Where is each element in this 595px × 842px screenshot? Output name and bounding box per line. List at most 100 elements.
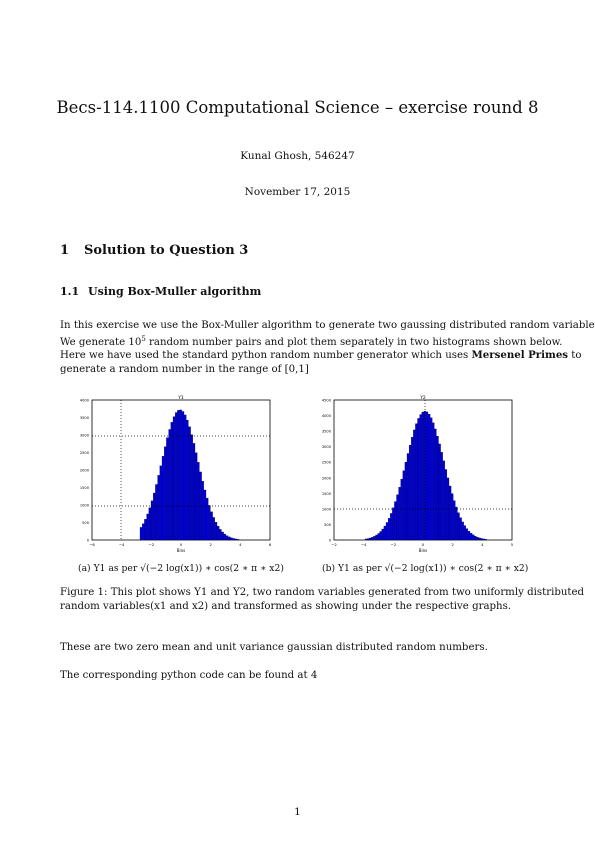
histogram-bar [190, 434, 193, 541]
histogram-bar [168, 429, 171, 541]
histogram-bar [225, 535, 229, 541]
histogram-bar [210, 511, 213, 541]
x-tick-label: 0 [422, 542, 425, 547]
intro-paragraph: In this exercise we use the Box-Muller a… [60, 319, 595, 376]
y-tick-label: 3500 [322, 430, 332, 434]
subcaption-b: (b) Y1 as per √(−2 log(x1)) ∗ cos(2 ∗ π … [322, 563, 529, 574]
section-title: Solution to Question 3 [84, 243, 249, 258]
histogram-bar [214, 522, 218, 541]
histogram-bar [223, 533, 226, 541]
subcaption-a: (a) Y1 as per √(−2 log(x1)) ∗ cos(2 ∗ π … [78, 563, 284, 574]
histogram-bar [159, 465, 163, 541]
histogram-bar [188, 426, 191, 541]
histogram-bar [444, 469, 448, 541]
histogram-bar [177, 410, 180, 541]
page-number: 1 [294, 806, 301, 818]
histogram-bar [429, 417, 433, 541]
histogram-bar [371, 537, 374, 541]
histogram-bar [400, 478, 403, 541]
date-line: November 17, 2015 [244, 186, 351, 198]
figure-caption: Figure 1: This plot shows Y1 and Y2, two… [60, 587, 585, 612]
histogram-bar [440, 452, 443, 541]
histogram-bar [205, 497, 209, 541]
histogram-bar [469, 533, 473, 541]
y-tick-label: 4500 [322, 399, 332, 403]
code-reference-paragraph: The corresponding python code can be fou… [60, 670, 318, 681]
y-tick-label: 500 [82, 521, 90, 525]
histogram-bar [161, 456, 165, 541]
x-axis-label: Bins [419, 548, 427, 553]
intro-line-4: generate a random number in the range of… [60, 363, 309, 375]
histogram-bar [394, 501, 397, 541]
histogram-bar [415, 423, 418, 541]
histogram-bar [203, 489, 207, 541]
x-tick-label: −4 [119, 542, 125, 547]
histogram-bar [183, 414, 187, 541]
histogram-bar [474, 535, 477, 541]
histogram-bar [385, 522, 389, 541]
document-title: Becs-114.1100 Computational Science – ex… [56, 98, 539, 117]
histogram-bar [432, 422, 435, 541]
histogram-bar [234, 538, 237, 541]
plot-title: Y1 [177, 395, 184, 401]
histogram-bar [427, 413, 431, 541]
histogram-bar [230, 537, 233, 541]
histogram-bar [383, 525, 387, 541]
histogram-bar [150, 500, 154, 541]
y-tick-label: 0 [329, 539, 332, 543]
y-tick-label: 2500 [80, 451, 90, 455]
histogram-bar [155, 484, 158, 541]
histogram-bar [457, 512, 460, 541]
x-tick-label: −4 [361, 542, 367, 547]
histogram-bar [450, 493, 454, 541]
histogram-bar [438, 443, 441, 541]
histogram-bar [219, 529, 222, 541]
histogram-bar [484, 539, 487, 541]
histogram-bar [201, 481, 204, 541]
histogram-bar [411, 437, 414, 541]
histogram-bar [442, 460, 445, 541]
histogram-bar [146, 513, 149, 541]
histogram-bar [164, 446, 167, 541]
histogram-bar [434, 428, 437, 541]
histogram-bar [402, 470, 406, 541]
histogram-y2: 0 500 1000 1500 2000 2500 3000 3500 4000 4500 −2 −4… [322, 395, 514, 553]
y-tick-label: 1500 [80, 486, 90, 490]
x-tick-label: −2 [149, 542, 155, 547]
histogram-bar [366, 538, 370, 541]
histogram-bar [364, 538, 368, 541]
x-tick-label: −2 [391, 542, 397, 547]
histogram-bar [476, 536, 479, 541]
zero-mean-paragraph: These are two zero mean and unit varianc… [60, 642, 488, 653]
x-tick-label: 2 [209, 542, 212, 547]
histogram-bar [465, 528, 469, 541]
x-tick-label: 5 [511, 542, 514, 547]
intro-line-3: Here we have used the standard python ra… [60, 349, 582, 361]
histogram-bar [482, 538, 485, 541]
histogram-bar [478, 537, 481, 541]
histogram-bar [421, 411, 424, 541]
histogram-bar [212, 517, 215, 541]
y-tick-label: 2000 [80, 469, 90, 473]
histogram-bar [390, 513, 393, 541]
histogram-bar [221, 531, 224, 541]
y-tick-label: 4000 [80, 399, 90, 403]
histogram-bar [139, 527, 143, 541]
subsection-heading: 1.1 Using Box-Muller algorithm [60, 285, 261, 298]
y-tick-label: 2500 [322, 461, 332, 465]
histogram-bar [379, 531, 382, 541]
intro-line-2: We generate 105 random number pairs and … [60, 334, 563, 348]
histogram-bar [373, 536, 376, 541]
histogram-bar [408, 444, 412, 541]
histogram-bar [142, 523, 145, 541]
histogram-bar [179, 409, 182, 541]
histogram-bar [377, 533, 380, 541]
intro-line-1: In this exercise we use the Box-Muller a… [60, 320, 595, 331]
histogram-bar [406, 453, 410, 541]
histogram-bar [419, 414, 422, 541]
histogram-bar [208, 505, 211, 541]
histogram-bar [453, 500, 456, 541]
histogram-bar [369, 537, 372, 541]
y-tick-label: 3000 [80, 434, 90, 438]
mersenne-primes-term: Mersenel Primes [471, 349, 569, 361]
